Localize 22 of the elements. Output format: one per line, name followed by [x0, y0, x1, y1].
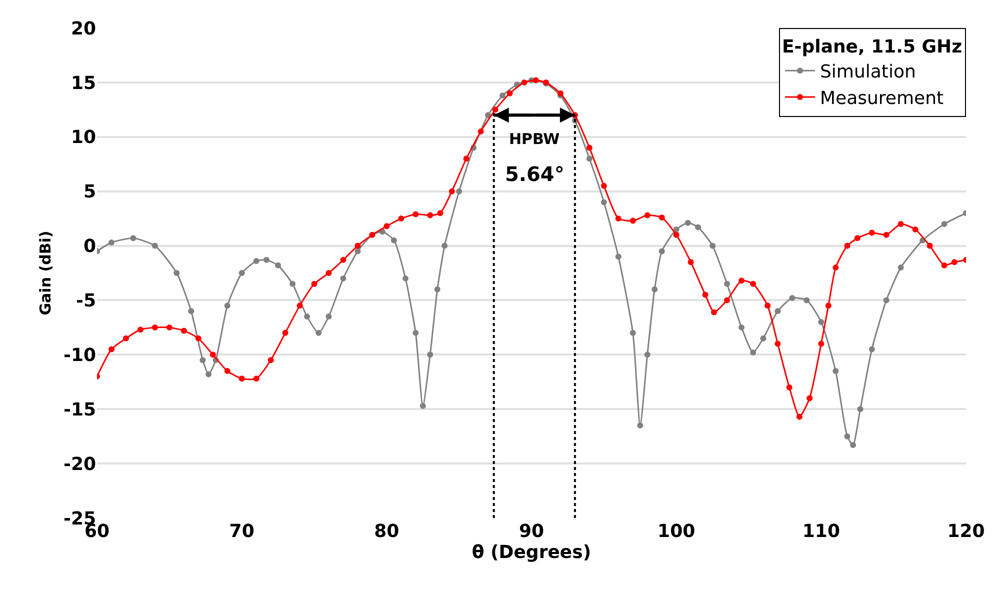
x-tick-label: 100 [658, 521, 696, 542]
y-tick-label: -20 [63, 454, 96, 475]
legend-label: Measurement [820, 88, 944, 110]
x-tick-label: 70 [229, 521, 254, 542]
y-axis-title: Gain (dBi) [36, 230, 55, 316]
y-tick-label: 10 [70, 127, 96, 148]
y-tick-label: 15 [70, 72, 96, 94]
x-tick-label: 120 [947, 521, 985, 542]
y-tick-label: 20 [70, 18, 96, 40]
annotation: 5.64° [505, 162, 564, 186]
x-axis-title: θ (Degrees) [472, 542, 592, 564]
y-tick-label: -10 [63, 344, 96, 366]
y-tick-label: -15 [63, 399, 96, 420]
annotation: HPBW [509, 130, 560, 148]
y-tick-label: 5 [83, 182, 96, 203]
legend-title: E-plane, 11.5 GHz [782, 36, 962, 58]
legend-label: Simulation [820, 62, 916, 83]
x-tick-label: 80 [374, 521, 400, 542]
x-tick-label: 90 [518, 521, 544, 542]
y-tick-label: -5 [76, 290, 96, 312]
x-tick-label: 110 [802, 521, 840, 542]
y-tick-label: 0 [83, 236, 96, 258]
